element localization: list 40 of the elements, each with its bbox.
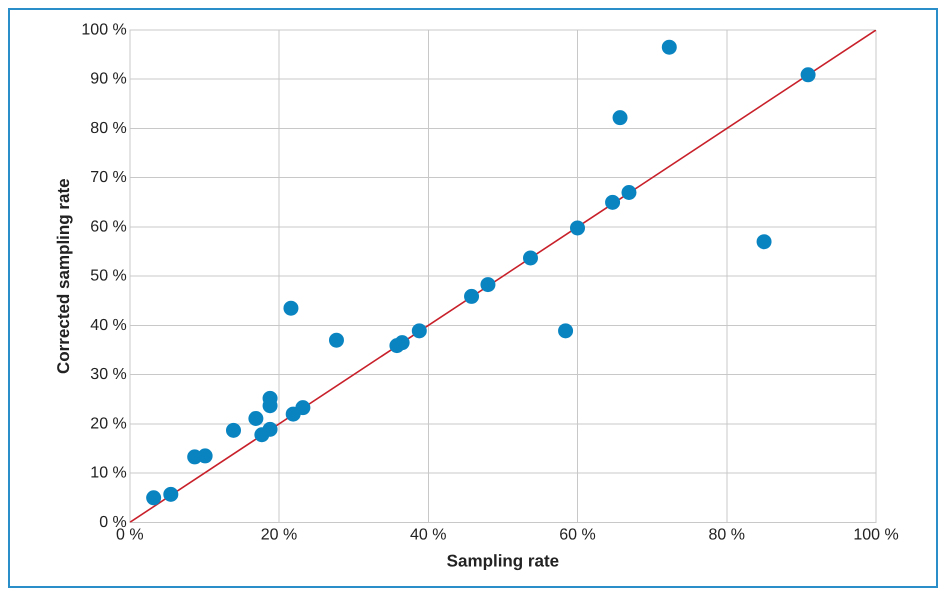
y-tick-label: 20 % [90, 415, 127, 432]
point [146, 490, 162, 506]
y-tick-label: 10 % [90, 464, 127, 482]
point [262, 422, 278, 437]
point [522, 250, 538, 266]
point [756, 234, 772, 250]
x-tick-label: 80 % [708, 526, 745, 544]
point [412, 323, 427, 338]
point [283, 300, 298, 316]
x-tick-label: 20 % [260, 526, 298, 544]
y-tick-label: 40 % [90, 316, 127, 334]
point [198, 448, 213, 464]
point [248, 411, 264, 426]
point [605, 194, 620, 210]
x-tick-label: 40 % [410, 526, 446, 544]
point [621, 184, 636, 200]
point [800, 67, 816, 82]
point [480, 277, 496, 292]
point [394, 335, 410, 350]
y-tick-label: 80 % [90, 120, 127, 137]
point [558, 323, 574, 338]
point [570, 220, 586, 236]
point [328, 332, 344, 348]
y-tick-label: 30 % [90, 366, 127, 384]
point [226, 422, 241, 438]
point [612, 110, 628, 126]
point [295, 400, 310, 416]
point [163, 486, 178, 502]
point [662, 40, 677, 55]
x-tick-label: 100 % [853, 526, 899, 544]
point [464, 288, 480, 304]
y-tick-label: 50 % [90, 268, 127, 285]
y-tick-label: 100 % [81, 21, 127, 38]
y-tick-label: 90 % [90, 70, 127, 88]
y-tick-label: 70 % [90, 169, 127, 186]
x-axis-title: Sampling rate [446, 551, 560, 570]
x-tick-label: 60 % [559, 526, 596, 544]
y-tick-label: 60 % [90, 218, 127, 236]
x-tick-label: 0 % [116, 526, 144, 544]
y-axis-title: Corrected sampling rate [54, 178, 73, 374]
